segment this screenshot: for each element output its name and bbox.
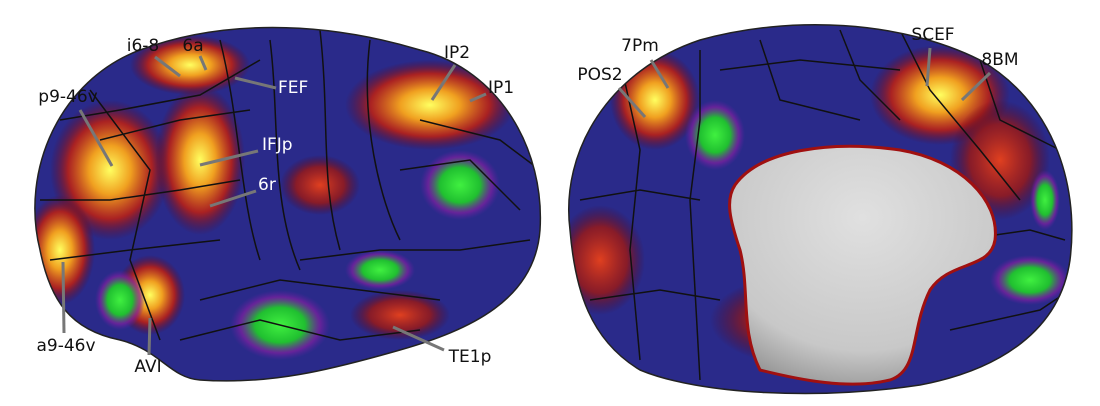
leader-line: [154, 55, 181, 78]
region-label: AVI: [134, 357, 161, 377]
region-label: IFJp: [262, 135, 293, 155]
leader-line: [469, 92, 487, 103]
left-hemisphere: [34, 27, 541, 381]
right-outline: [568, 23, 1073, 395]
leader-line: [209, 189, 257, 208]
region-label: p9-46v: [38, 87, 97, 107]
region-label: 8BM: [981, 50, 1018, 70]
region-label: FEF: [278, 78, 308, 98]
leader-line: [198, 55, 208, 71]
medial-wall: [728, 144, 997, 386]
region-label: i6-8: [127, 36, 160, 56]
region-label: 7Pm: [621, 36, 659, 56]
leader-line: [430, 64, 457, 101]
leader-line: [617, 86, 647, 119]
region-label: POS2: [577, 65, 622, 85]
right-hemisphere: [568, 24, 1072, 394]
leader-line: [199, 149, 259, 167]
leader-line: [649, 59, 670, 89]
region-label: IP2: [444, 43, 470, 63]
left-outline: [34, 26, 542, 382]
leader-line: [78, 109, 114, 167]
region-label: SCEF: [911, 25, 954, 45]
leader-line: [925, 47, 932, 87]
leader-line: [960, 71, 992, 102]
leader-line: [147, 317, 152, 356]
region-label: a9-46v: [36, 336, 95, 356]
region-label: 6a: [182, 36, 203, 56]
leader-line: [61, 261, 66, 334]
region-label: 6r: [258, 175, 276, 195]
leader-line: [392, 325, 445, 352]
region-label: IP1: [488, 78, 514, 98]
region-label: TE1p: [448, 347, 492, 367]
region-labels: 6a i6-8 FEF p9-46v IFJp 6r IP2 IP1 a9-46v AVI TE1p…: [36, 25, 1018, 377]
leader-line: [234, 76, 277, 90]
